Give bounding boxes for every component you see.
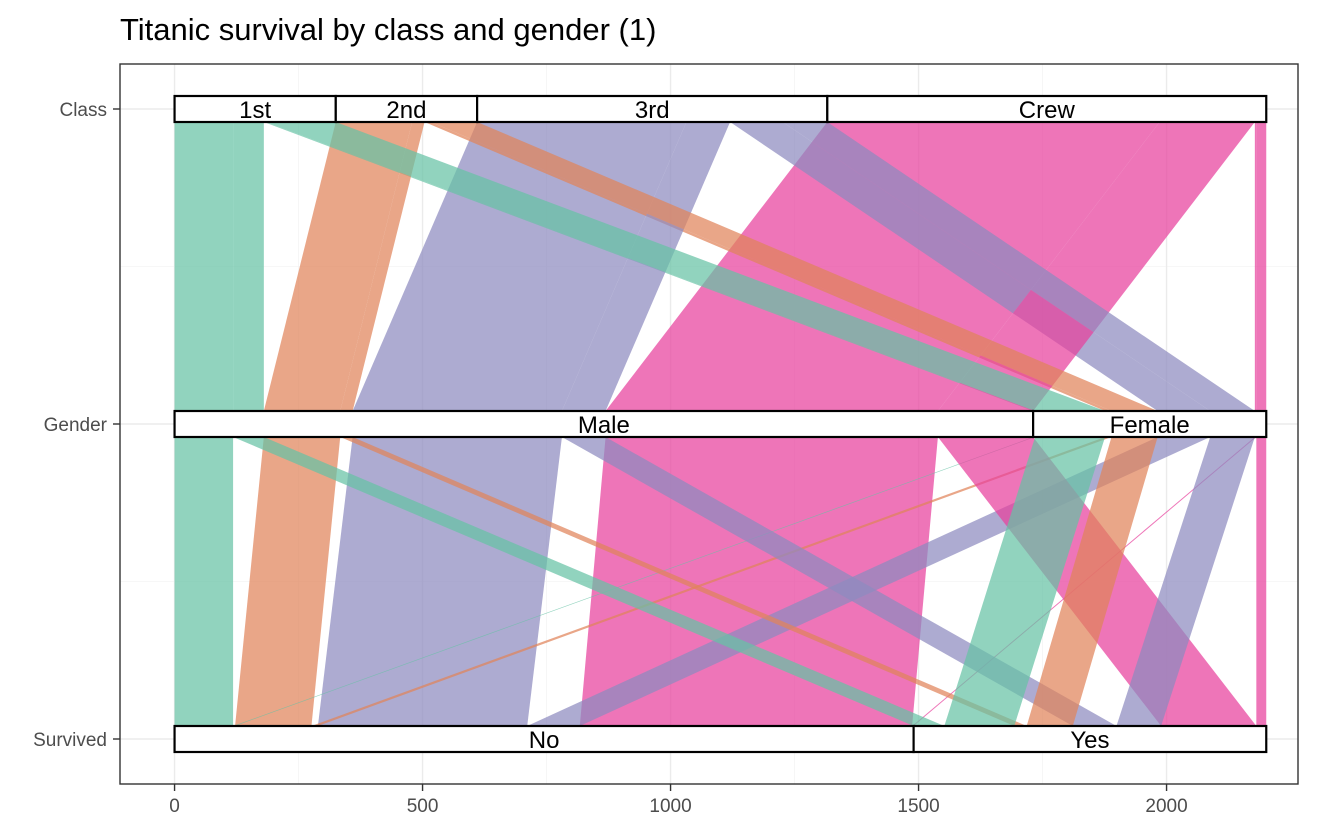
stratum-box [173, 94, 337, 124]
flow-ribbon [235, 437, 341, 726]
x-tick-label: 1500 [897, 796, 939, 817]
flow-ribbon [782, 122, 1255, 411]
flow-ribbon [1256, 122, 1267, 411]
flow-ribbon [174, 437, 234, 726]
x-tick-label: 2000 [1145, 796, 1187, 817]
stratum-label: Yes [1070, 727, 1109, 754]
flow-ribbon [944, 437, 1106, 726]
y-axis: Class Gender Survived [33, 100, 120, 751]
stratum-label: Crew [1019, 97, 1076, 124]
flow-ribbon [263, 122, 413, 411]
stratum-box [826, 94, 1268, 124]
stratum-box [173, 724, 915, 754]
y-tick-label: Survived [33, 730, 107, 751]
strata: 1st 2nd 3rd Crew Male Female No Yes [173, 94, 1268, 754]
stratum-label: 3rd [635, 97, 670, 124]
stratum-box [476, 94, 829, 124]
x-tick-label: 0 [169, 796, 180, 817]
flow-ribbon [605, 122, 1160, 411]
y-tick-label: Gender [44, 415, 108, 436]
plot-panel: 1st 2nd 3rd Crew Male Female No Yes [119, 63, 1299, 785]
stratum-label: Female [1110, 412, 1190, 439]
flow-ribbon [311, 437, 1112, 726]
flow-ribbon [730, 122, 1211, 411]
flow-ribbon [1254, 122, 1257, 411]
flow-ribbon [233, 122, 264, 411]
stratum-label: 2nd [386, 97, 426, 124]
flow-ribbon [424, 122, 1112, 411]
stratum-label: No [529, 727, 560, 754]
stratum-label: Male [578, 412, 630, 439]
flow-ribbon [317, 437, 562, 726]
chart-title: Titanic survival by class and gender (1) [120, 12, 656, 47]
flow-ribbon [233, 437, 1036, 726]
flow-ribbon [265, 122, 1106, 411]
stratum-label: 1st [239, 97, 271, 124]
flow-ribbon [1256, 437, 1267, 726]
flows [174, 96, 1267, 752]
stratum-box [1032, 409, 1268, 439]
flow-ribbon [561, 122, 731, 411]
x-tick-label: 1000 [649, 796, 691, 817]
y-tick-label: Class [59, 100, 107, 121]
flow-ribbon [937, 122, 1255, 411]
stratum-box [912, 724, 1268, 754]
flow-ribbon [174, 122, 234, 411]
x-tick-label: 500 [407, 796, 439, 817]
flow-ribbon [340, 122, 425, 411]
stratum-box [173, 409, 1035, 439]
flow-ribbon [430, 122, 1158, 411]
flow-ribbon [340, 437, 1027, 726]
flow-ribbon [1026, 437, 1158, 726]
flow-ribbon [233, 437, 945, 726]
flow-ribbon [1116, 437, 1255, 726]
x-axis: 0 500 1000 1500 2000 [169, 784, 1188, 817]
